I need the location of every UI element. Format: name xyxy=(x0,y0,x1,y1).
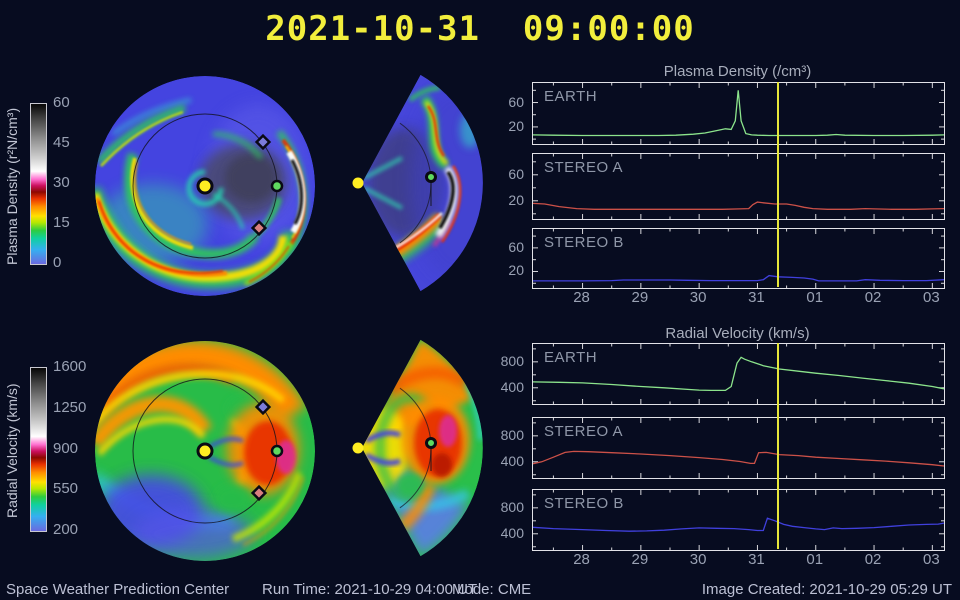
series-label: STEREO A xyxy=(544,423,624,440)
y-tick-label: 60 xyxy=(508,238,524,255)
x-tick-label: 03 xyxy=(922,551,940,568)
velocity-chart-title: Radial Velocity (km/s) xyxy=(665,325,810,342)
sun-icon xyxy=(196,177,214,195)
current-time-marker xyxy=(777,82,780,287)
footer-org: Space Weather Prediction Center xyxy=(6,581,230,598)
y-tick-label: 400 xyxy=(500,378,524,395)
timestamp-title: 2021-10-31 09:00:00 xyxy=(265,9,695,49)
stereo-b-marker xyxy=(254,133,272,151)
y-tick-label: 800 xyxy=(500,352,524,369)
colorbar-tick: 200 xyxy=(53,521,79,538)
series-label: STEREO B xyxy=(544,234,624,251)
colorbar-tick: 60 xyxy=(53,94,70,111)
series-label: STEREO A xyxy=(544,159,624,176)
x-tick-label: 31 xyxy=(748,289,765,306)
y-tick-label: 800 xyxy=(500,498,524,515)
y-tick-label: 60 xyxy=(508,165,524,182)
velocity-stereo-b-panel xyxy=(532,489,945,551)
x-tick-label: 02 xyxy=(864,289,882,306)
sun-icon xyxy=(352,442,364,454)
plasma-density-ecliptic-map xyxy=(95,76,315,296)
colorbar-tick: 550 xyxy=(53,480,79,498)
x-tick-label: 30 xyxy=(689,551,707,568)
plasma-density-meridional-map xyxy=(352,74,483,292)
y-tick-label: 400 xyxy=(500,524,524,541)
x-tick-label: 31 xyxy=(748,551,765,568)
stereo-b-marker xyxy=(254,398,272,416)
series-label: STEREO B xyxy=(544,495,624,512)
colorbar-tick: 30 xyxy=(53,174,70,191)
x-tick-label: 01 xyxy=(806,289,824,306)
x-tick-label: 01 xyxy=(806,551,824,568)
earth-marker xyxy=(425,171,437,183)
x-tick-label: 30 xyxy=(689,289,707,306)
y-tick-label: 400 xyxy=(500,452,524,469)
sun-icon xyxy=(196,442,214,460)
colorbar-tick: 1600 xyxy=(53,358,87,375)
y-tick-label: 20 xyxy=(508,117,524,134)
colorbar-tick: 0 xyxy=(53,254,62,271)
colorbar-tick: 900 xyxy=(53,439,79,457)
series-label: EARTH xyxy=(544,349,598,366)
earth-marker xyxy=(425,437,437,449)
y-tick-label: 20 xyxy=(508,262,524,279)
x-tick-label: 28 xyxy=(573,551,590,568)
y-tick-label: 20 xyxy=(508,191,524,208)
stereo-a-marker xyxy=(250,484,268,502)
current-time-marker xyxy=(777,343,780,549)
x-tick-label: 03 xyxy=(922,289,940,306)
footer-image-created: Image Created: 2021-10-29 05:29 UT xyxy=(701,581,952,598)
radial-velocity-ecliptic-map xyxy=(95,341,315,561)
colorbar-tick: 45 xyxy=(53,134,70,151)
density-earth-panel xyxy=(532,82,945,145)
density-colorbar-label: Plasma Density (r²N/cm³) xyxy=(4,107,20,265)
x-tick-label: 29 xyxy=(631,551,649,568)
footer-run-time: Run Time: 2021-10-29 04:00 UT xyxy=(262,581,478,598)
y-tick-label: 60 xyxy=(508,93,524,110)
radial-velocity-meridional-map xyxy=(352,339,483,557)
x-tick-label: 29 xyxy=(631,289,649,306)
earth-marker xyxy=(270,444,284,458)
velocity-stereo-a-panel xyxy=(532,417,945,479)
colorbar-tick: 1250 xyxy=(53,398,87,416)
density-stereo-b-panel xyxy=(532,228,945,289)
x-tick-label: 02 xyxy=(864,551,882,568)
colorbar-tick: 15 xyxy=(53,214,70,231)
y-tick-label: 800 xyxy=(500,426,524,443)
velocity-colorbar-label: Radial Velocity (km/s) xyxy=(4,383,20,519)
stereo-a-marker xyxy=(250,219,268,237)
velocity-colorbar xyxy=(30,367,47,532)
earth-marker xyxy=(270,179,284,193)
density-colorbar xyxy=(30,103,47,265)
sun-icon xyxy=(352,177,364,189)
x-tick-label: 28 xyxy=(573,289,590,306)
velocity-earth-panel xyxy=(532,343,945,405)
series-label: EARTH xyxy=(544,88,598,105)
density-chart-title: Plasma Density (/cm³) xyxy=(663,63,812,80)
footer-mode: Mode: CME xyxy=(452,581,532,598)
density-stereo-a-panel xyxy=(532,153,945,220)
